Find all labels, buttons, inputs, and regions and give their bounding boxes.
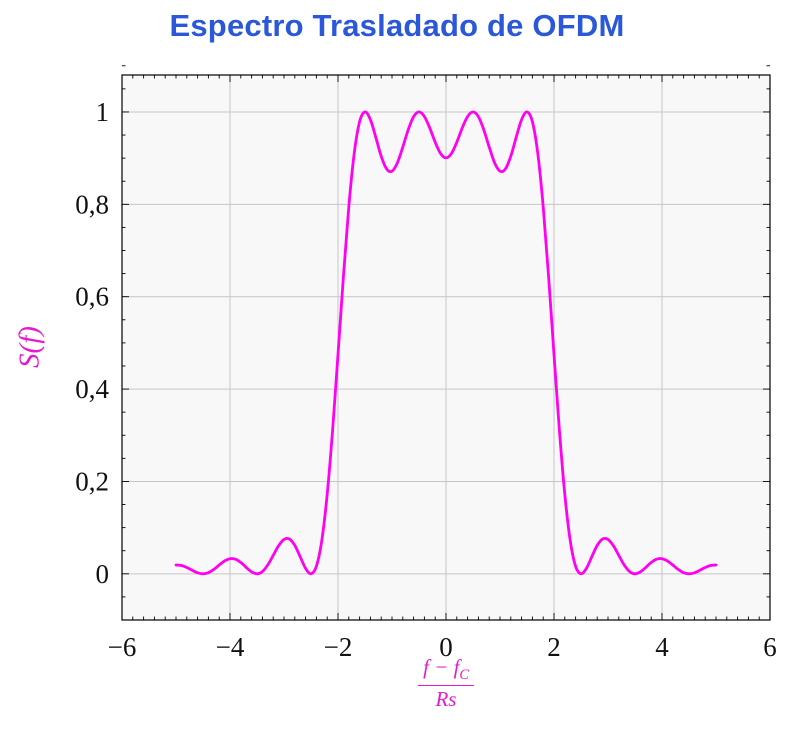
- fraction-numerator: f − fC: [418, 655, 474, 686]
- y-tick-label: 0,2: [75, 466, 109, 496]
- y-tick-label: 0: [96, 559, 110, 589]
- x-axis-label: f − fC Rs: [122, 655, 770, 711]
- x-tick-label: 0: [439, 632, 453, 662]
- x-tick-label: −6: [108, 632, 137, 662]
- x-tick-label: −4: [216, 632, 245, 662]
- x-tick-label: 6: [763, 632, 777, 662]
- x-tick-label: 2: [547, 632, 561, 662]
- chart-title: Espectro Trasladado de OFDM: [169, 8, 625, 43]
- x-tick-label: −2: [324, 632, 353, 662]
- fraction-denominator: Rs: [435, 686, 457, 711]
- y-tick-label: 1: [96, 97, 110, 127]
- x-tick-label: 4: [655, 632, 669, 662]
- plot-frame: [121, 74, 771, 621]
- y-tick-label: 0,6: [75, 282, 109, 312]
- spectrum-curve: [174, 110, 718, 576]
- y-tick-label: 0,8: [75, 189, 109, 219]
- y-axis-label: S(f): [13, 326, 46, 368]
- y-tick-label: 0,4: [75, 374, 109, 404]
- x-axis-label-fraction: f − fC Rs: [418, 655, 474, 711]
